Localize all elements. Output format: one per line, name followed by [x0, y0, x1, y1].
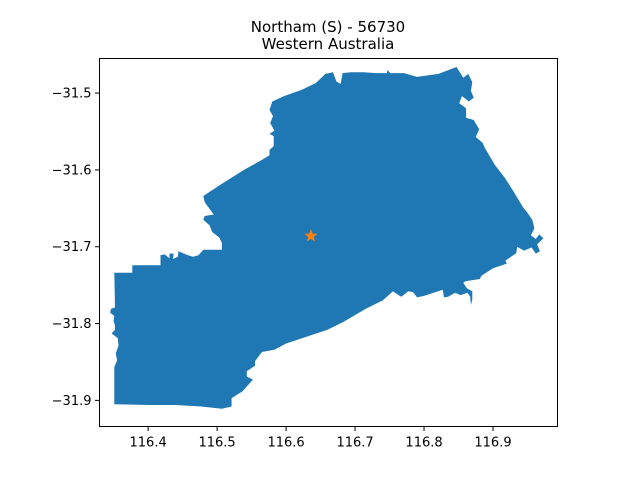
centroid-star-marker: [304, 229, 318, 242]
y-tick-label: −31.9: [52, 394, 92, 409]
region-shape: [110, 67, 544, 409]
x-tick-label: 116.7: [336, 436, 373, 451]
x-tick-label: 116.9: [474, 436, 511, 451]
x-tick-label: 116.5: [198, 436, 235, 451]
y-tick-label: −31.7: [52, 240, 92, 255]
y-axis: −31.5 −31.6 −31.7 −31.8 −31.9: [52, 87, 100, 409]
x-tick-label: 116.8: [405, 436, 442, 451]
y-tick-label: −31.5: [52, 87, 92, 102]
y-tick-label: −31.8: [52, 317, 92, 332]
axes-frame: [99, 58, 558, 427]
plot-area: [99, 58, 558, 427]
y-tick-label: −31.6: [52, 163, 92, 178]
x-axis: 116.4 116.5 116.6 116.7 116.8 116.9: [130, 426, 512, 451]
x-tick-label: 116.4: [130, 436, 167, 451]
chart-title-line1: Northam (S) - 56730: [251, 18, 405, 36]
x-tick-label: 116.6: [267, 436, 304, 451]
chart-title-line2: Western Australia: [262, 35, 395, 53]
